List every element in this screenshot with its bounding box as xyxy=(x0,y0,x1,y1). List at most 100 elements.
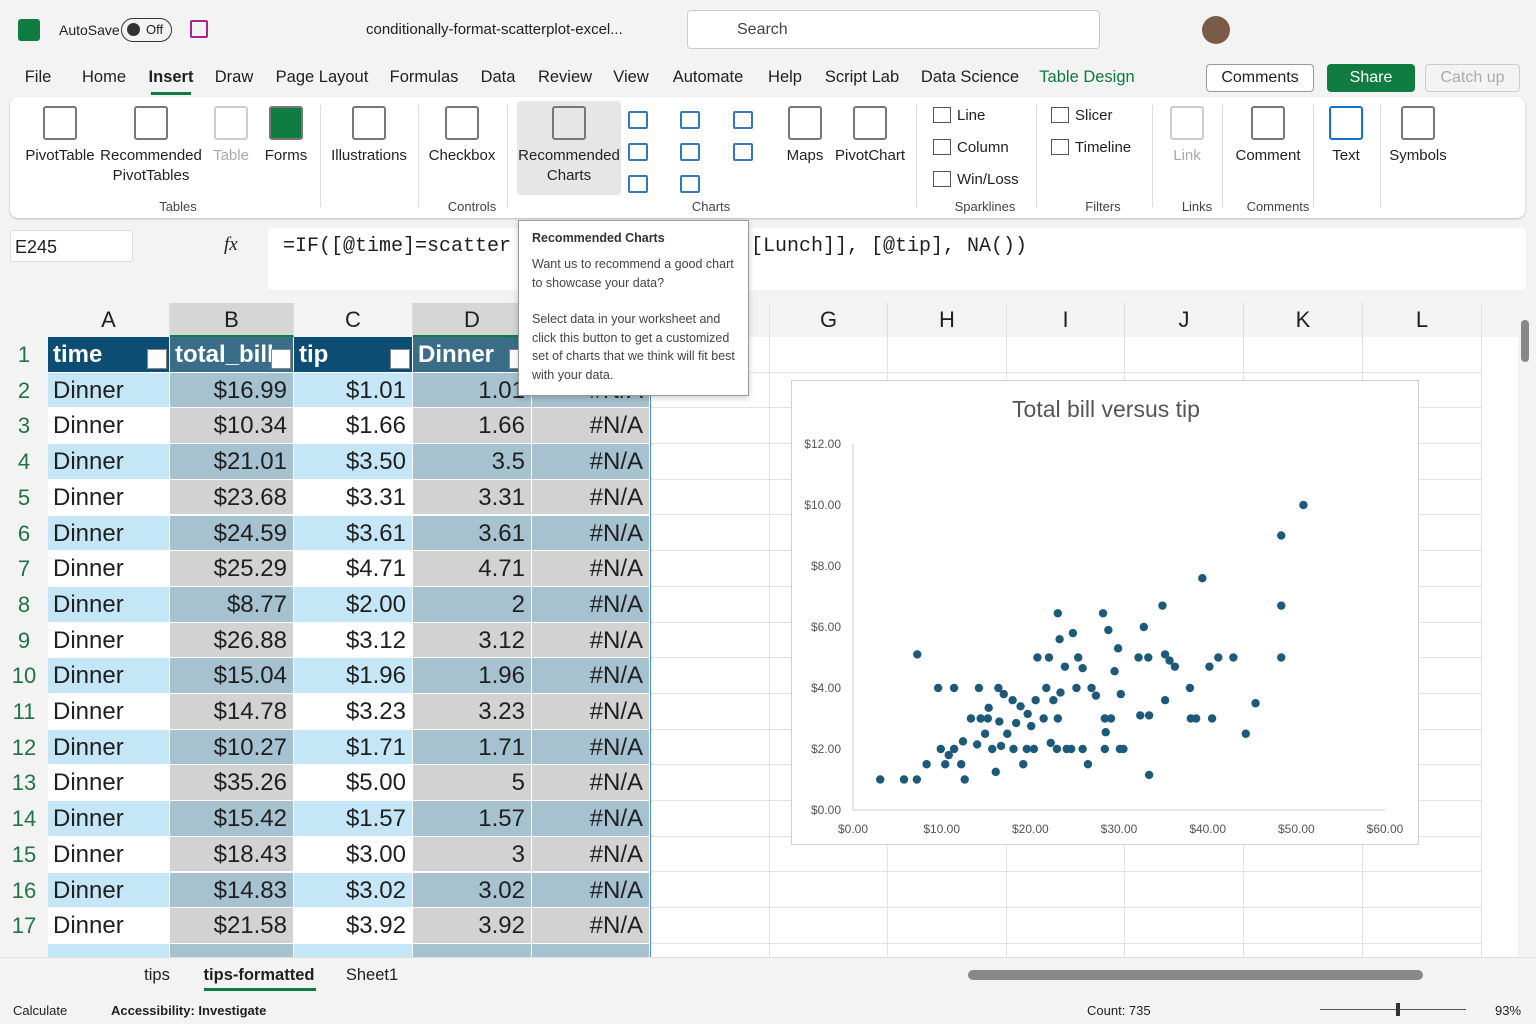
column-header[interactable]: B xyxy=(170,303,294,337)
button-label[interactable]: Comment xyxy=(1235,147,1301,164)
cell-value[interactable]: $1.66 xyxy=(345,412,406,440)
row-header[interactable]: 2 xyxy=(17,377,31,403)
cell-value[interactable]: $16.99 xyxy=(213,376,287,404)
button-label[interactable]: Text xyxy=(1332,147,1360,164)
button-label[interactable]: PivotTables xyxy=(112,167,190,184)
row-header[interactable]: 1 xyxy=(17,342,31,367)
row-header[interactable]: 3 xyxy=(17,413,31,439)
chart-icon[interactable] xyxy=(628,175,648,193)
menu-tab[interactable]: Home xyxy=(81,68,126,86)
row-header[interactable]: 12 xyxy=(11,734,37,760)
button-label[interactable]: Illustrations xyxy=(331,147,407,164)
cell-value[interactable]: 3.12 xyxy=(478,626,525,654)
cell-value[interactable]: $4.71 xyxy=(345,555,406,583)
cell-value[interactable]: $21.58 xyxy=(213,912,287,940)
button-label[interactable]: PivotTable xyxy=(25,147,95,164)
cell-value[interactable]: 1.57 xyxy=(478,805,525,833)
menu-tab[interactable]: Table Design xyxy=(1039,68,1135,86)
row-header[interactable]: 11 xyxy=(12,699,36,724)
cell-value[interactable]: Dinner xyxy=(53,876,124,904)
cell-value[interactable]: $18.43 xyxy=(213,840,287,868)
cell-value[interactable]: 1.71 xyxy=(478,733,525,761)
cell-value[interactable]: $14.78 xyxy=(213,698,287,725)
column-header[interactable]: L xyxy=(1363,303,1482,337)
menu-tab[interactable]: Help xyxy=(768,68,802,86)
cell-value[interactable]: 1.66 xyxy=(478,412,525,440)
cell-value[interactable]: $24.59 xyxy=(213,519,287,547)
row-header[interactable]: 5 xyxy=(17,484,31,510)
button-label[interactable]: PivotChart xyxy=(834,147,906,164)
status-accessibility[interactable]: Accessibility: Investigate xyxy=(111,1003,267,1018)
cell-value[interactable]: Dinner xyxy=(53,662,124,690)
button-label[interactable]: Table xyxy=(213,147,249,164)
cell-value[interactable]: Dinner xyxy=(53,805,124,833)
button-icon[interactable] xyxy=(1170,106,1204,140)
cell-value[interactable]: #N/A xyxy=(589,412,643,440)
menu-tab[interactable]: Data xyxy=(480,68,516,86)
table-header[interactable]: Dinner xyxy=(418,341,495,368)
cell-value[interactable]: $25.29 xyxy=(213,555,287,583)
cell-value[interactable]: $3.61 xyxy=(345,519,406,547)
cell-value[interactable]: 4.71 xyxy=(478,555,525,583)
cell-value[interactable]: Dinner xyxy=(53,483,124,511)
save-icon[interactable] xyxy=(190,20,208,38)
cell-value[interactable]: #N/A xyxy=(589,876,643,904)
cell-value[interactable]: $1.01 xyxy=(345,376,406,404)
cell-value[interactable]: Dinner xyxy=(53,698,124,725)
button-label[interactable]: Forms xyxy=(264,147,308,164)
cell-value[interactable]: #N/A xyxy=(589,519,643,547)
small-button-label[interactable]: Timeline xyxy=(1075,139,1132,156)
menu-tab[interactable]: Data Science xyxy=(920,68,1020,86)
button-label[interactable]: Maps xyxy=(786,147,824,164)
cell-value[interactable]: Dinner xyxy=(53,376,124,404)
button-icon[interactable] xyxy=(445,106,479,140)
button-icon[interactable] xyxy=(788,106,822,140)
cell-value[interactable]: Dinner xyxy=(53,519,124,547)
small-icon[interactable] xyxy=(1051,107,1069,123)
cell-value[interactable]: Dinner xyxy=(53,733,124,761)
small-icon[interactable] xyxy=(933,107,951,123)
filter-button[interactable] xyxy=(271,349,291,369)
cell-value[interactable]: #N/A xyxy=(589,698,643,725)
cell-value[interactable]: $26.88 xyxy=(213,626,287,654)
column-header[interactable]: A xyxy=(48,303,170,337)
small-icon[interactable] xyxy=(933,139,951,155)
cell-value[interactable]: 3.92 xyxy=(478,912,525,940)
menu-tab[interactable]: File xyxy=(24,68,52,86)
scatter-chart[interactable]: Total bill versus tip $0.00 $10.00 $20.00 $3… xyxy=(791,380,1419,845)
button-icon[interactable] xyxy=(853,106,887,140)
cell-value[interactable]: $2.00 xyxy=(345,590,406,618)
column-header[interactable]: K xyxy=(1244,303,1363,337)
button-label[interactable]: Link xyxy=(1173,147,1201,164)
menu-tab[interactable]: Review xyxy=(537,68,593,86)
search-box[interactable]: Search xyxy=(687,10,1100,49)
cell-value[interactable]: 3 xyxy=(511,840,525,868)
menu-button[interactable]: Catch up xyxy=(1425,64,1520,92)
cell-value[interactable]: Dinner xyxy=(53,769,124,797)
cell-value[interactable]: 3.5 xyxy=(491,448,525,476)
menu-tab[interactable]: Automate xyxy=(672,68,744,86)
cell-value[interactable]: #N/A xyxy=(589,555,643,583)
row-header[interactable]: 7 xyxy=(17,556,31,582)
button-label[interactable]: Symbols xyxy=(1389,147,1447,164)
menu-button[interactable]: Share xyxy=(1327,64,1415,92)
cell-value[interactable]: 1.96 xyxy=(478,662,525,690)
cell-value[interactable]: #N/A xyxy=(589,840,643,868)
cell-value[interactable]: $1.96 xyxy=(345,662,406,690)
cell-value[interactable]: $3.23 xyxy=(345,698,406,725)
menu-tab[interactable]: Page Layout xyxy=(275,68,369,86)
cell-value[interactable]: 3.23 xyxy=(478,698,525,725)
row-header[interactable]: 10 xyxy=(11,663,37,689)
cell-value[interactable]: $10.34 xyxy=(213,412,287,440)
button-icon[interactable] xyxy=(1401,106,1435,140)
cell-value[interactable]: 5 xyxy=(511,769,525,797)
cell-value[interactable]: #N/A xyxy=(589,769,643,797)
chart-icon[interactable] xyxy=(733,111,753,129)
column-header[interactable]: J xyxy=(1125,303,1244,337)
button-icon[interactable] xyxy=(134,106,168,140)
button-icon[interactable] xyxy=(352,106,386,140)
cell-value[interactable]: #N/A xyxy=(589,448,643,476)
button-label[interactable]: Recommended xyxy=(518,147,620,164)
cell-value[interactable]: Dinner xyxy=(53,555,124,583)
filter-button[interactable] xyxy=(390,349,410,369)
